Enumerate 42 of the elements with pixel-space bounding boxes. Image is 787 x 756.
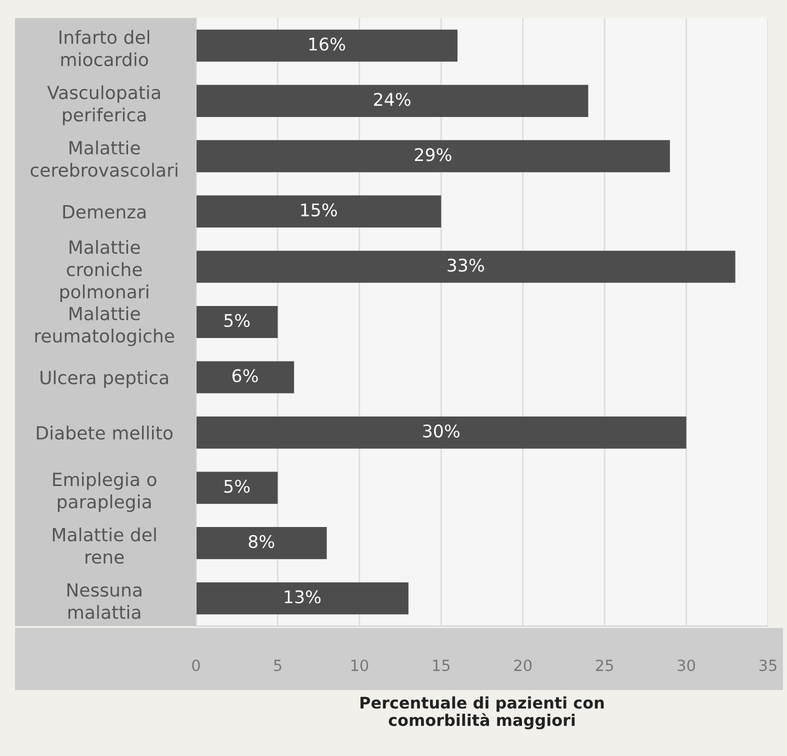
y-tick-label: Ulcera peptica: [40, 370, 168, 388]
y-tick-label: Diabete mellito: [36, 426, 173, 440]
y-tick-label: Nessuna malattia: [67, 583, 142, 620]
x-tick-label: 35: [759, 660, 776, 672]
bar: [196, 527, 327, 560]
y-tick-label: Malattie cerebrovascolari: [30, 140, 178, 177]
data-label: 8%: [248, 534, 274, 548]
data-label: 30%: [423, 424, 460, 438]
data-label: 5%: [224, 314, 250, 328]
y-tick-label: Malattie reumatologiche: [35, 306, 174, 346]
bar: [196, 30, 458, 62]
bar: [196, 416, 686, 449]
bar: [196, 582, 408, 614]
data-label: 5%: [224, 480, 250, 493]
x-tick-label: 0: [192, 660, 200, 672]
x-tick-label: 15: [433, 660, 450, 672]
y-tick-label: Demenza: [63, 205, 146, 219]
data-label: 33%: [448, 258, 484, 272]
x-tick-label: 30: [678, 660, 695, 672]
data-label: 13%: [284, 590, 321, 604]
data-label: 6%: [232, 369, 258, 382]
bar: [196, 306, 278, 338]
x-tick-label: 25: [596, 660, 613, 672]
bar: [196, 361, 294, 394]
data-label: 24%: [374, 92, 410, 106]
bar: [196, 472, 278, 504]
data-label: 29%: [414, 148, 452, 162]
x-tick-label: 5: [274, 660, 282, 672]
y-tick-label: Malattie croniche polmonari: [60, 240, 148, 302]
data-label: 15%: [301, 203, 337, 216]
x-tick-label: 10: [351, 660, 368, 672]
data-label: 16%: [309, 38, 346, 51]
x-tick-label: 20: [514, 660, 532, 672]
y-tick-label: Vasculopatia periferica: [47, 85, 160, 126]
y-tick-label: Emiplegia o paraplegia: [53, 472, 156, 512]
bar: [196, 140, 670, 172]
x-axis-title: Percentuale di pazienti con comorbilità maggiori: [360, 696, 604, 730]
bar: [196, 250, 736, 283]
bar: [196, 84, 588, 117]
y-tick-label: Infarto del miocardio: [60, 30, 150, 66]
y-tick-label: Malattie del rene: [52, 527, 156, 564]
bar: [196, 195, 442, 228]
